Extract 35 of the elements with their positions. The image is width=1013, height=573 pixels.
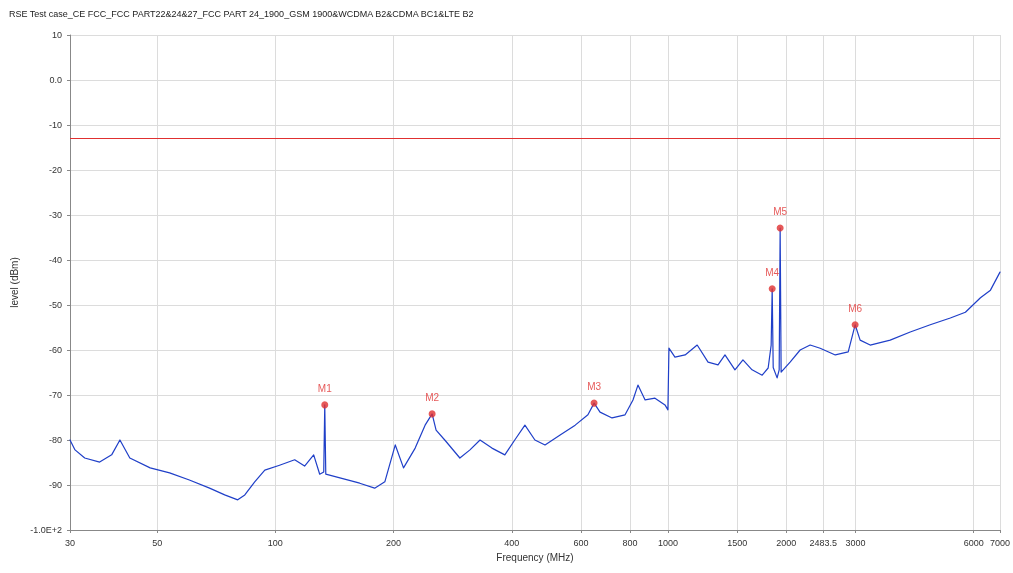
x-tick-label: 400 — [504, 537, 520, 548]
data-label: M6 — [848, 302, 863, 314]
y-tick-label: -40 — [48, 255, 62, 265]
x-tick-label: 600 — [573, 537, 589, 548]
x-axis-title: Frequency (MHz) — [496, 551, 574, 563]
x-tick-label: 3000 — [845, 537, 866, 548]
y-tick-label: -10 — [48, 120, 62, 130]
y-tick-label: 10 — [51, 30, 62, 40]
x-tick-label: 30 — [64, 537, 76, 548]
x-tick-label: 2483.5 — [809, 537, 838, 548]
chart-title: RSE Test case_CE FCC_FCC PART22&24&27_FCC PART 24_1900_GSM 1900&WCDMA B2&CDMA BC1&LTE B2 — [9, 8, 474, 19]
x-tick-label: 7000 — [989, 537, 1010, 548]
data-label: M5 — [773, 206, 788, 218]
y-tick-label: -60 — [48, 345, 62, 355]
data-label: M1 — [317, 382, 333, 394]
data-label: M3 — [587, 381, 602, 393]
y-tick-label: -1.0E+2 — [30, 525, 62, 535]
y-tick-label: -50 — [48, 300, 62, 310]
y-axis-title: level (dBm) — [8, 257, 20, 308]
y-tick-label: -30 — [48, 210, 62, 220]
y-tick-label: -80 — [48, 435, 62, 445]
data-label: M4 — [765, 266, 780, 278]
x-tick-label: 100 — [267, 537, 283, 548]
x-tick-label: 1500 — [727, 537, 748, 548]
x-tick-label: 200 — [386, 537, 402, 548]
x-tick-label: 6000 — [963, 537, 984, 548]
y-tick-label: -20 — [48, 165, 62, 175]
y-tick-label: -90 — [48, 480, 62, 490]
y-tick-label: 0.0 — [49, 75, 62, 85]
x-tick-label: 800 — [622, 537, 638, 548]
x-tick-label: 50 — [152, 537, 163, 548]
x-tick-label: 1000 — [658, 537, 679, 548]
x-tick-label: 2000 — [776, 537, 797, 548]
y-tick-label: -70 — [48, 390, 62, 400]
data-label: M2 — [425, 391, 440, 403]
